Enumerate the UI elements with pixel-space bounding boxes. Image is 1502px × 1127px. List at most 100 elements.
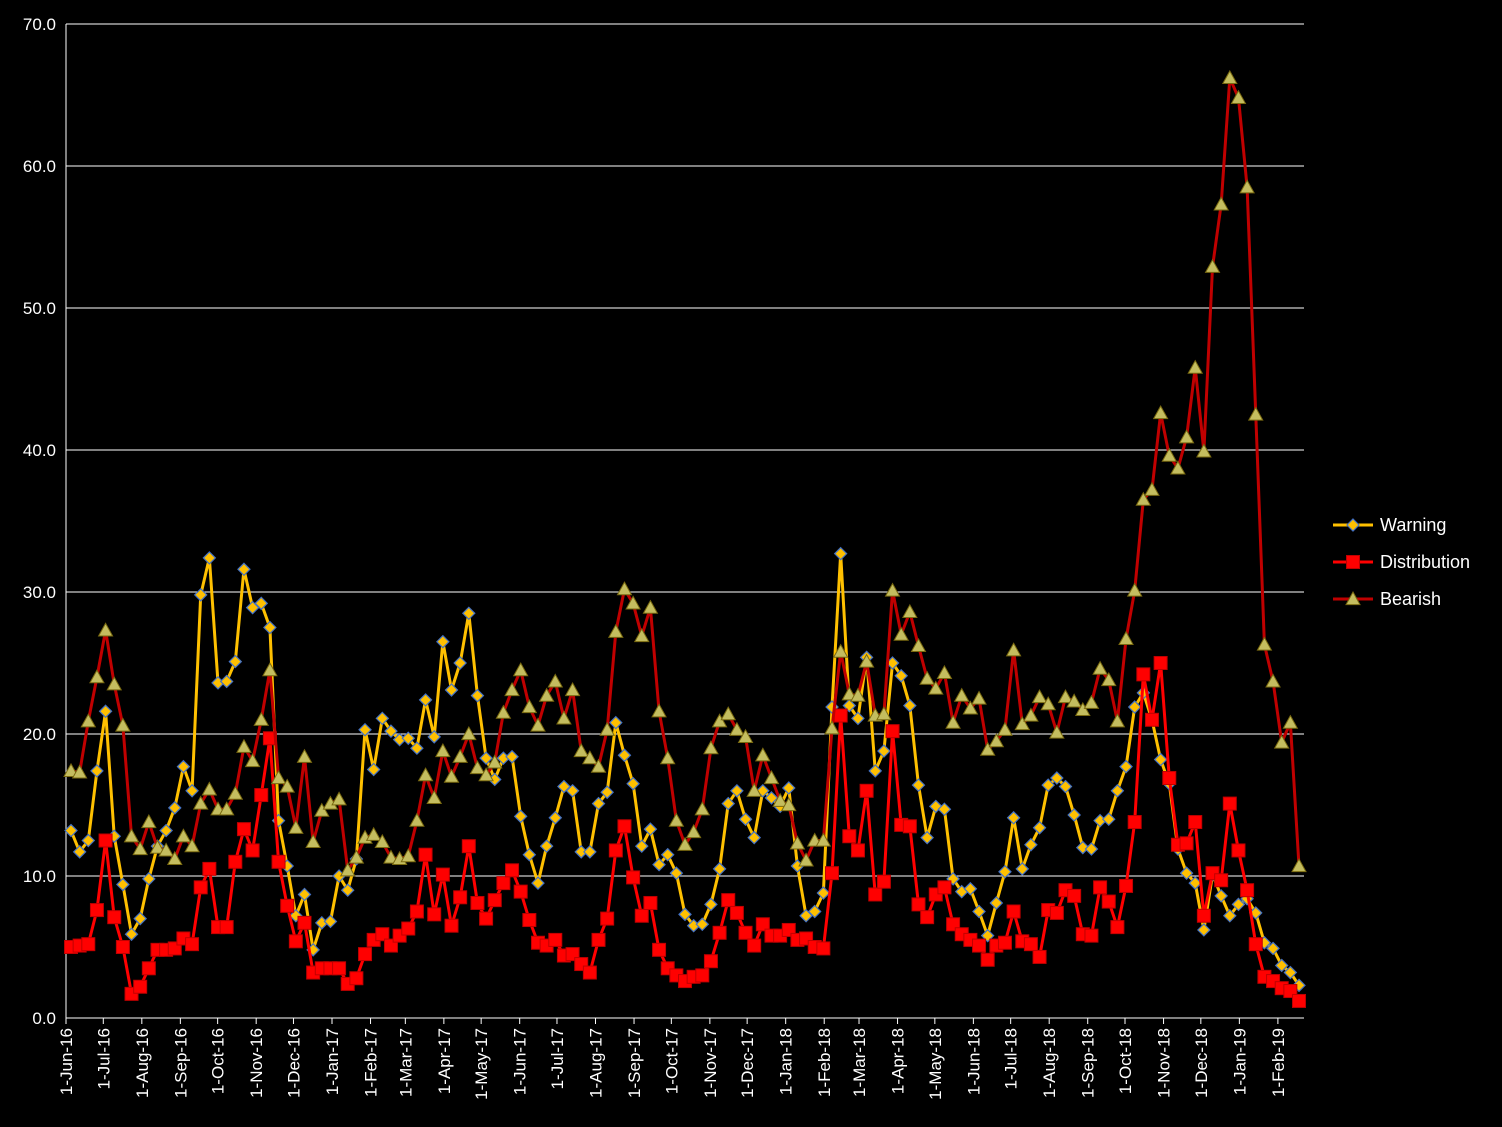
data-point-warning [81,833,96,848]
data-point-warning [704,897,718,912]
data-point-warning [418,693,433,707]
data-point-bearish [348,849,365,864]
data-point-bearish [201,781,218,796]
data-point-bearish [737,728,754,743]
data-point-bearish [910,637,927,653]
data-point-distribution [453,890,468,905]
data-point-distribution [1179,836,1194,851]
data-point-distribution [600,911,615,926]
data-point-bearish [443,768,460,783]
data-point-bearish [1100,672,1117,687]
data-point-warning [116,877,130,892]
data-point-bearish [1239,179,1255,194]
data-point-bearish [1135,491,1152,506]
data-point-distribution [747,938,762,953]
data-point-bearish [927,680,944,695]
x-tick-label: 1-Apr-17 [435,1028,454,1094]
x-tick-label: 1-Oct-16 [209,1028,228,1094]
data-point-distribution [1067,888,1082,903]
data-point-warning [531,876,545,890]
data-point-warning [1197,923,1211,937]
data-point-bearish [1092,660,1108,675]
data-point-warning [254,596,269,611]
data-point-distribution [1093,880,1108,895]
x-tick-label: 1-Nov-17 [701,1028,720,1098]
data-point-warning [1222,908,1237,923]
series-distribution [64,656,1306,1008]
data-point-warning [219,674,234,689]
data-point-distribution [1136,667,1151,682]
data-point-warning [877,744,891,758]
data-point-bearish [590,758,607,773]
data-point-warning [851,711,865,726]
x-tick-label: 1-Nov-18 [1155,1028,1174,1098]
legend-label: Bearish [1380,589,1441,609]
x-tick-label: 1-Aug-17 [587,1028,606,1098]
data-point-bearish [962,700,979,715]
data-point-distribution [1214,873,1229,888]
data-point-bearish [71,764,88,779]
data-point-bearish [1196,443,1212,458]
x-tick-label: 1-Feb-18 [815,1028,834,1097]
data-point-bearish [754,747,771,762]
data-point-warning [323,914,338,929]
data-point-bearish [1187,359,1204,374]
data-point-bearish [478,767,494,782]
data-point-distribution [643,895,658,910]
data-point-bearish [607,623,624,638]
data-point-bearish [884,582,901,597]
data-point-warning [297,887,312,902]
data-point-distribution [280,898,295,913]
data-point-distribution [911,897,926,912]
data-point-distribution [479,911,494,926]
data-point-bearish [262,662,278,677]
data-point-distribution [522,913,537,928]
data-point-bearish [296,748,313,763]
data-point-bearish [1005,642,1022,657]
data-point-bearish [244,752,261,768]
data-point-distribution [850,843,865,858]
data-point-warning [1024,837,1038,852]
data-point-distribution [1248,937,1263,952]
data-point-distribution [885,724,900,739]
data-point-bearish [668,812,685,827]
data-point-bearish [279,778,296,793]
data-point-distribution [703,954,718,969]
legend-label: Warning [1380,515,1446,535]
data-point-bearish [824,720,840,735]
data-point-warning [583,845,597,859]
data-point-warning [1214,889,1229,903]
y-tick-label: 30.0 [23,583,56,602]
data-point-distribution [634,908,649,923]
data-point-warning [608,715,623,730]
data-point-bearish [945,714,961,729]
data-point-bearish [1014,716,1031,731]
data-point-bearish [1256,636,1273,651]
data-point-bearish [780,796,797,812]
x-tick-label: 1-Jan-18 [777,1028,796,1095]
data-point-distribution [582,965,597,980]
data-point-warning [1127,700,1142,714]
data-point-warning [453,656,468,670]
data-point-bearish [486,754,503,769]
data-point-distribution [513,884,528,899]
data-point-warning [193,587,208,602]
data-point-bearish [1204,258,1221,273]
data-point-warning [1058,779,1073,794]
data-point-warning [436,634,450,649]
data-point-distribution [133,979,148,994]
x-tick-label: 1-Mar-18 [850,1028,869,1097]
data-point-distribution [193,880,208,895]
data-point-warning [479,751,493,765]
data-point-warning [738,812,753,827]
data-point-bearish [582,750,598,765]
data-point-warning [548,810,563,825]
data-point-bearish [1282,714,1299,729]
data-point-distribution [997,935,1012,950]
data-point-distribution [1101,894,1116,909]
data-point-warning [1153,752,1168,767]
data-point-warning [1283,965,1298,980]
data-point-bearish [979,741,996,756]
data-point-distribution [427,907,442,922]
x-tick-label: 1-Jul-16 [94,1028,113,1089]
